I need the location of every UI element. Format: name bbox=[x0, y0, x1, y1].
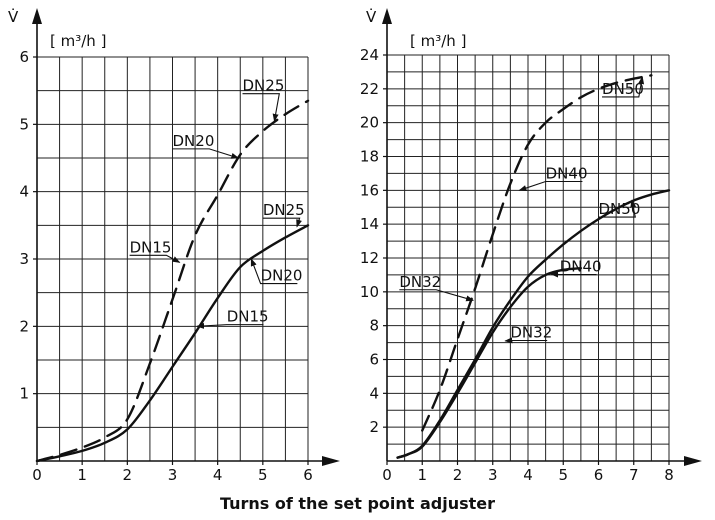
y-tick-label: 14 bbox=[360, 215, 379, 233]
x-tick-label: 4 bbox=[523, 466, 533, 484]
y-tick-label: 3 bbox=[19, 250, 29, 268]
y-axis-unit: [ m³/h ] bbox=[50, 32, 106, 50]
y-axis-arrow bbox=[32, 8, 42, 24]
series-line-solid bbox=[396, 266, 583, 459]
series-line-dashed bbox=[35, 99, 310, 463]
y-tick-label: 12 bbox=[360, 249, 379, 267]
y-tick-label: 4 bbox=[369, 384, 379, 402]
curve-label: DN50 bbox=[599, 200, 641, 218]
y-tick-label: 8 bbox=[369, 317, 379, 335]
y-tick-label: 18 bbox=[360, 148, 379, 166]
curve-label: DN50 bbox=[602, 80, 644, 98]
y-axis-symbol: V̇ bbox=[366, 7, 377, 26]
curve-label: DN32 bbox=[399, 273, 441, 291]
curve-label-leader bbox=[518, 180, 583, 191]
curve-label-leader bbox=[598, 199, 637, 218]
y-tick-label: 5 bbox=[19, 115, 29, 133]
curve-label: DN15 bbox=[130, 238, 172, 256]
x-axis-arrow bbox=[684, 456, 702, 466]
curve-label-leader bbox=[129, 254, 181, 263]
x-tick-label: 6 bbox=[594, 466, 604, 484]
x-tick-label: 3 bbox=[488, 466, 498, 484]
y-tick-label: 2 bbox=[19, 317, 29, 335]
y-tick-label: 2 bbox=[369, 418, 379, 436]
curve-label: DN32 bbox=[510, 324, 552, 342]
curve-label: DN20 bbox=[261, 267, 303, 285]
curve-label-leader bbox=[262, 217, 302, 228]
y-axis-unit: [ m³/h ] bbox=[410, 32, 466, 50]
y-tick-label: 1 bbox=[19, 385, 29, 403]
curve-label: DN40 bbox=[560, 258, 602, 276]
x-tick-label: 0 bbox=[382, 466, 392, 484]
x-tick-label: 1 bbox=[77, 466, 87, 484]
curve-label-leader bbox=[172, 148, 240, 159]
x-tick-label: 1 bbox=[417, 466, 427, 484]
y-axis-symbol: V̇ bbox=[8, 7, 19, 26]
y-tick-label: 20 bbox=[360, 114, 379, 132]
curve-label-leader bbox=[250, 258, 298, 285]
series-line-dashed bbox=[421, 74, 653, 432]
curve-label: DN40 bbox=[546, 164, 588, 182]
y-tick-label: 10 bbox=[360, 283, 379, 301]
x-tick-label: 7 bbox=[629, 466, 639, 484]
curve-label-leader bbox=[602, 76, 645, 98]
y-tick-label: 24 bbox=[360, 46, 379, 64]
y-tick-label: 4 bbox=[19, 183, 29, 201]
x-tick-label: 5 bbox=[258, 466, 268, 484]
x-tick-label: 6 bbox=[303, 466, 313, 484]
y-tick-label: 22 bbox=[360, 80, 379, 98]
x-tick-label: 2 bbox=[123, 466, 133, 484]
x-tick-label: 2 bbox=[453, 466, 463, 484]
x-axis-title: Turns of the set point adjuster bbox=[219, 494, 496, 513]
series-line-solid bbox=[35, 224, 310, 463]
curve-label: DN25 bbox=[263, 201, 305, 219]
curve-label: DN25 bbox=[243, 77, 285, 95]
y-tick-label: 6 bbox=[19, 48, 29, 66]
x-tick-label: 8 bbox=[664, 466, 674, 484]
x-tick-label: 3 bbox=[168, 466, 178, 484]
y-tick-label: 16 bbox=[360, 181, 379, 199]
y-axis-arrow bbox=[382, 8, 392, 24]
curve-label-leader bbox=[242, 93, 280, 122]
y-tick-label: 6 bbox=[369, 351, 379, 369]
x-tick-label: 5 bbox=[558, 466, 568, 484]
curve-label-leader bbox=[196, 322, 264, 329]
curve-label: DN20 bbox=[173, 132, 215, 150]
curve-label: DN15 bbox=[227, 308, 269, 326]
curve-label-leader bbox=[399, 289, 475, 302]
x-axis-arrow bbox=[322, 456, 340, 466]
x-tick-label: 4 bbox=[213, 466, 223, 484]
chart-left: 0 1 2 3 4 5 6 1 2 3 4 5 6 V̇ [ m³/h ] DN25 DN20 DN15 DN25 D… bbox=[8, 7, 340, 484]
x-tick-label: 0 bbox=[32, 466, 42, 484]
